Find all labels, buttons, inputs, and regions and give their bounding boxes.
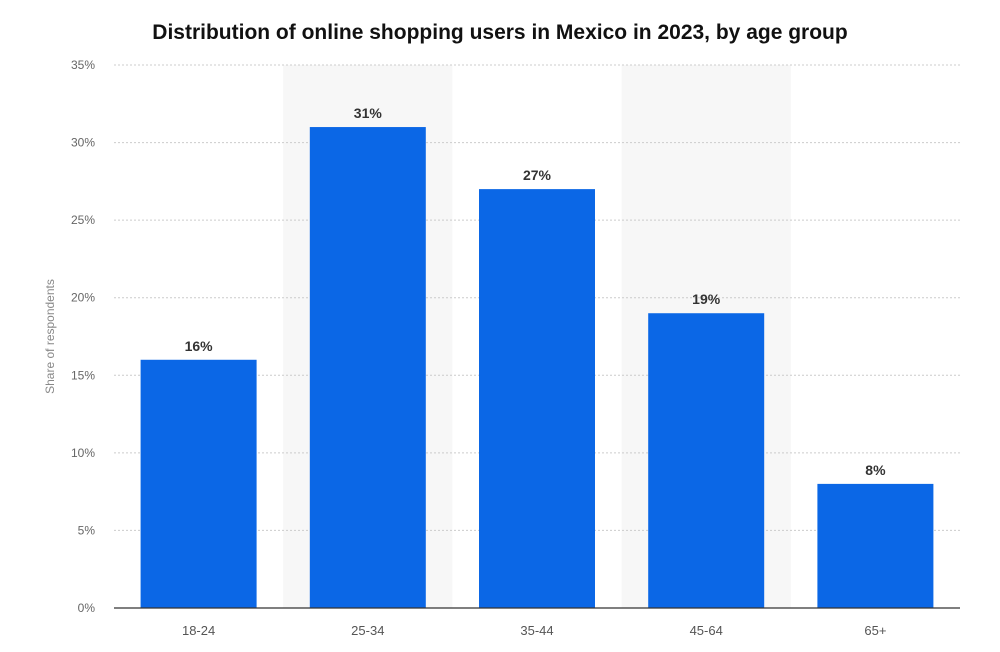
bar-18-24 (140, 359, 257, 608)
x-tick-label: 35-44 (520, 623, 553, 638)
y-tick-label: 10% (71, 446, 95, 460)
y-tick-label: 5% (78, 523, 96, 537)
data-label: 27% (523, 167, 552, 183)
x-tick-label: 45-64 (690, 623, 723, 638)
bar-25-34 (309, 127, 426, 609)
y-tick-label: 25% (71, 213, 95, 227)
data-label: 31% (354, 105, 383, 121)
y-tick-label: 0% (78, 601, 96, 615)
x-tick-label: 65+ (864, 623, 886, 638)
x-tick-label: 25-34 (351, 623, 384, 638)
data-label: 19% (692, 291, 721, 307)
bar-45-64 (648, 313, 765, 608)
y-axis-title: Share of respondents (43, 279, 57, 394)
y-tick-label: 20% (71, 291, 95, 305)
bar-65+ (817, 483, 934, 608)
bar-35-44 (479, 189, 595, 608)
chart-title: Distribution of online shopping users in… (152, 21, 848, 44)
y-tick-label: 15% (71, 368, 95, 382)
y-tick-label: 35% (71, 58, 95, 72)
x-tick-label: 18-24 (182, 623, 215, 638)
data-label: 16% (185, 338, 214, 354)
data-label: 8% (865, 462, 886, 478)
y-tick-label: 30% (71, 136, 95, 150)
